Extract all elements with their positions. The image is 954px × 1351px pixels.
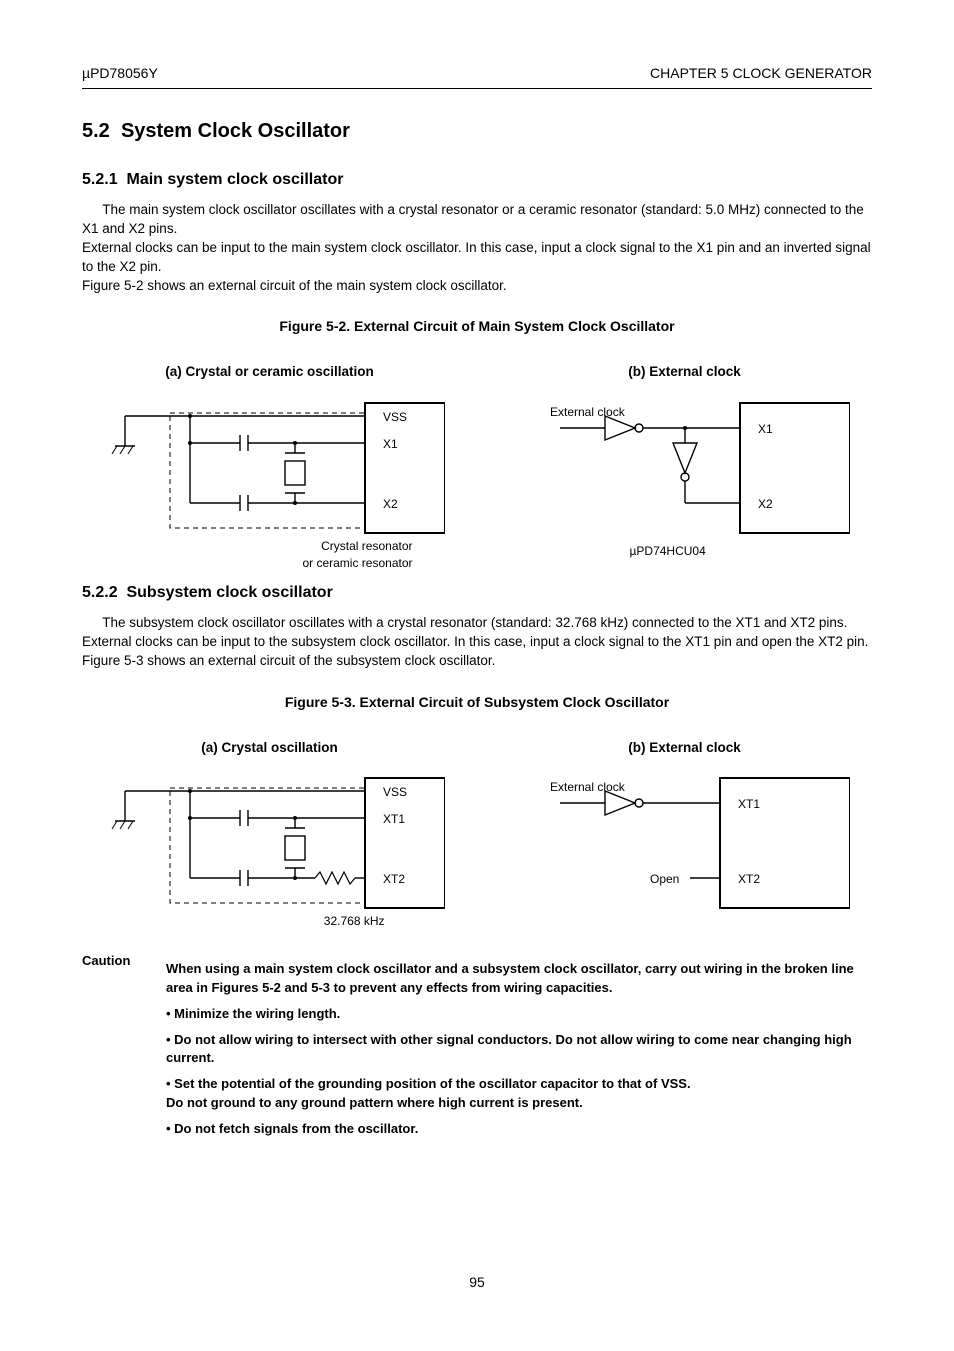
fig5-2a-note: Crystal resonator or ceramic resonator (302, 538, 412, 572)
svg-text:XT2: XT2 (383, 872, 405, 886)
subsection1-para: The main system clock oscillator oscilla… (82, 201, 872, 295)
caution-b1: • Minimize the wiring length. (166, 1005, 872, 1023)
caution-b4: • Do not fetch signals from the oscillat… (166, 1120, 872, 1138)
caution-text: When using a main system clock oscillato… (166, 960, 872, 996)
subsection1-title: 5.2.1 Main system clock oscillator (82, 169, 872, 191)
label-x1: X1 (383, 437, 398, 451)
fig5-2a: (a) Crystal or ceramic oscillation VSS (82, 363, 457, 558)
fig5-2b: (b) External clock External clock X1 (497, 363, 872, 558)
svg-text:XT1: XT1 (738, 797, 760, 811)
header-chapter: CHAPTER 5 CLOCK GENERATOR (650, 64, 872, 84)
fig5-3a-svg: VSS XT1 (95, 763, 445, 928)
fig5-2-caption: Figure 5-2. External Circuit of Main Sys… (82, 317, 872, 337)
subsection2-title: 5.2.2 Subsystem clock oscillator (82, 582, 872, 604)
header-rule (82, 88, 872, 89)
svg-text:External clock: External clock (550, 780, 626, 794)
caution-label: Caution (82, 952, 152, 1142)
fig5-3-row: (a) Crystal oscillation VSS (82, 739, 872, 929)
fig5-3a: (a) Crystal oscillation VSS (82, 739, 457, 929)
fig5-2a-svg: VSS X1 (95, 388, 445, 558)
label-vss: VSS (383, 410, 407, 424)
subsection2-para: The subsystem clock oscillator oscillate… (82, 614, 872, 671)
fig5-3-caption: Figure 5-3. External Circuit of Subsyste… (82, 693, 872, 713)
section-title: 5.2 System Clock Oscillator (82, 117, 872, 145)
svg-text:XT2: XT2 (738, 872, 760, 886)
fig5-2b-svg: External clock X1 X2 (520, 388, 850, 558)
label-osc: µPD74HCU04 (630, 543, 706, 560)
caution-b3: • Set the potential of the grounding pos… (166, 1075, 872, 1111)
fig5-3b: (b) External clock External clock XT1 XT… (497, 739, 872, 929)
caution-block: Caution When using a main system clock o… (82, 952, 872, 1142)
label-x2b: X2 (758, 497, 773, 511)
label-x2: X2 (383, 497, 398, 511)
fig5-3b-svg: External clock XT1 XT2 Open (520, 763, 850, 928)
svg-text:Open: Open (650, 872, 679, 886)
label-x1b: X1 (758, 422, 773, 436)
caution-b2: • Do not allow wiring to intersect with … (166, 1031, 872, 1067)
svg-text:VSS: VSS (383, 785, 407, 799)
label-extclk: External clock (550, 405, 626, 419)
header-product: µPD78056Y (82, 64, 158, 84)
svg-text:XT1: XT1 (383, 812, 405, 826)
page-number: 95 (0, 1273, 954, 1293)
fig5-3a-note: 32.768 kHz (324, 913, 385, 930)
fig5-2-row: (a) Crystal or ceramic oscillation VSS (82, 363, 872, 558)
